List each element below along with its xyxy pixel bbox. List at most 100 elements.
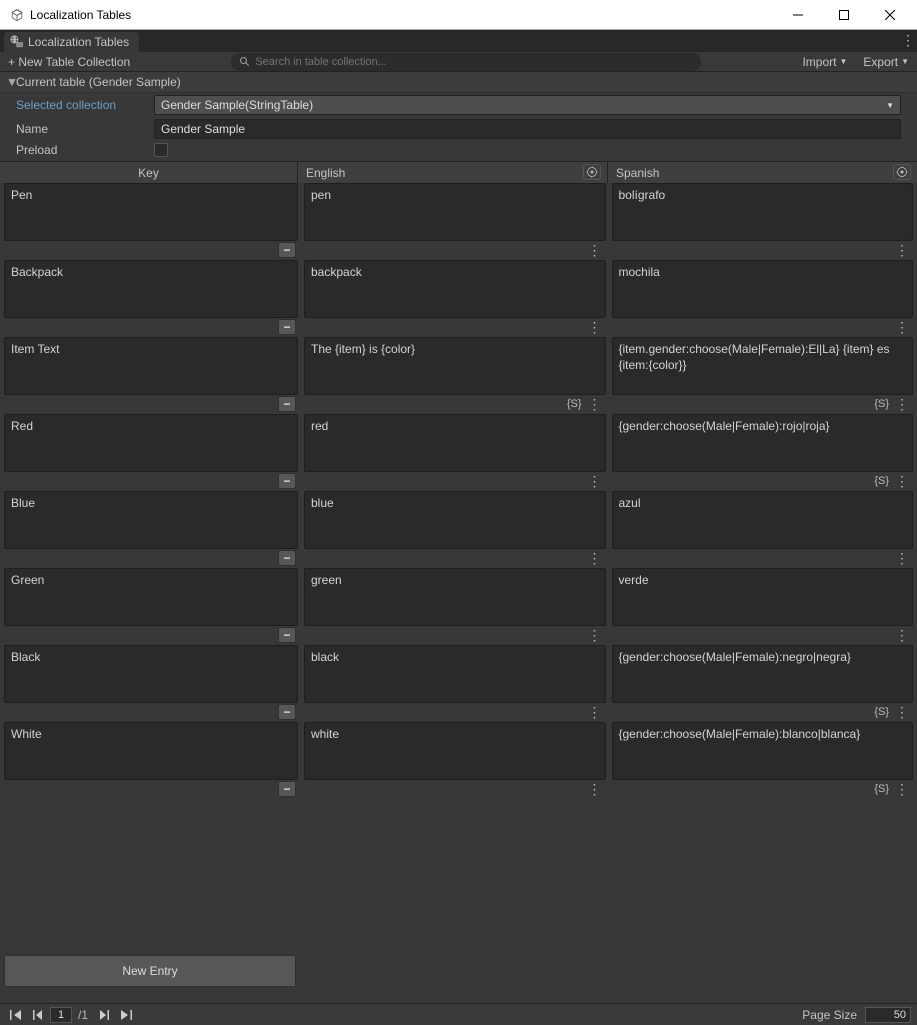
pager: /1 Page Size	[0, 1003, 917, 1025]
entry-menu-button[interactable]: ⋮	[586, 551, 604, 565]
entry-menu-button[interactable]: ⋮	[893, 628, 911, 642]
remove-entry-button[interactable]: −	[278, 242, 296, 258]
new-entry-button[interactable]: New Entry	[4, 955, 296, 987]
key-field[interactable]: Black	[4, 645, 298, 703]
pager-first-button[interactable]	[6, 1007, 26, 1023]
column-headers: Key English Spanish	[0, 161, 917, 183]
entry-menu-button[interactable]: ⋮	[586, 243, 604, 257]
remove-entry-button[interactable]: −	[278, 550, 296, 566]
pager-next-button[interactable]	[94, 1007, 114, 1023]
globe-icon	[10, 35, 24, 49]
window-maximize-button[interactable]	[821, 0, 867, 30]
spanish-field[interactable]: verde	[612, 568, 914, 626]
new-table-collection-button[interactable]: + New Table Collection	[0, 55, 138, 69]
current-table-header[interactable]: ▼ Current table (Gender Sample)	[0, 72, 917, 93]
english-field[interactable]: black	[304, 645, 606, 703]
name-field[interactable]: Gender Sample	[154, 119, 901, 139]
entry-menu-button[interactable]: ⋮	[893, 243, 911, 257]
import-button[interactable]: Import▼	[794, 55, 855, 69]
english-field[interactable]: red	[304, 414, 606, 472]
column-header-spanish: Spanish	[608, 162, 917, 183]
table-row: Blue−blue ⋮ azul ⋮	[4, 491, 913, 567]
tab-bar-more-icon[interactable]: ⋮	[901, 32, 915, 49]
search-icon	[239, 56, 251, 68]
entry-menu-button[interactable]: ⋮	[893, 705, 911, 719]
key-field[interactable]: Item Text	[4, 337, 298, 395]
entry-menu-button[interactable]: ⋮	[893, 474, 911, 488]
selected-collection-label: Selected collection	[16, 98, 154, 112]
locale-settings-icon[interactable]	[893, 164, 911, 180]
selected-collection-dropdown[interactable]: Gender Sample(StringTable) ▼	[154, 95, 901, 115]
page-size-input[interactable]	[865, 1007, 911, 1023]
preload-label: Preload	[16, 143, 154, 157]
table-row: Black−black ⋮ {gender:choose(Male|Female):…	[4, 645, 913, 721]
smart-format-badge: {S}	[874, 706, 889, 718]
english-field[interactable]: green	[304, 568, 606, 626]
current-table-label: Current table (Gender Sample)	[16, 75, 181, 89]
entry-menu-button[interactable]: ⋮	[893, 551, 911, 565]
spanish-field[interactable]: {item.gender:choose(Male|Female):El|La} …	[612, 337, 914, 395]
remove-entry-button[interactable]: −	[278, 396, 296, 412]
entry-menu-button[interactable]: ⋮	[586, 474, 604, 488]
remove-entry-button[interactable]: −	[278, 704, 296, 720]
english-field[interactable]: The {item} is {color}	[304, 337, 606, 395]
english-field[interactable]: white	[304, 722, 606, 780]
spanish-field[interactable]: mochila	[612, 260, 914, 318]
remove-entry-button[interactable]: −	[278, 627, 296, 643]
smart-format-badge: {S}	[874, 475, 889, 487]
entry-menu-button[interactable]: ⋮	[893, 397, 911, 411]
pager-page-input[interactable]	[50, 1007, 72, 1023]
remove-entry-button[interactable]: −	[278, 781, 296, 797]
remove-entry-button[interactable]: −	[278, 473, 296, 489]
table-row: Red−red ⋮ {gender:choose(Male|Female):rojo…	[4, 414, 913, 490]
smart-format-badge: {S}	[874, 783, 889, 795]
entry-menu-button[interactable]: ⋮	[586, 782, 604, 796]
preload-checkbox[interactable]	[154, 143, 168, 157]
column-header-key: Key	[0, 162, 298, 183]
spanish-field[interactable]: bolígrafo	[612, 183, 914, 241]
key-field[interactable]: Red	[4, 414, 298, 472]
spanish-field[interactable]: {gender:choose(Male|Female):rojo|roja}	[612, 414, 914, 472]
spanish-field[interactable]: {gender:choose(Male|Female):blanco|blanc…	[612, 722, 914, 780]
window-titlebar: Localization Tables	[0, 0, 917, 30]
export-button[interactable]: Export▼	[855, 55, 917, 69]
tab-label: Localization Tables	[28, 35, 129, 49]
table-row: Green−green ⋮ verde ⋮	[4, 568, 913, 644]
english-field[interactable]: backpack	[304, 260, 606, 318]
english-field[interactable]: blue	[304, 491, 606, 549]
spanish-field[interactable]: {gender:choose(Male|Female):negro|negra}	[612, 645, 914, 703]
app-icon	[10, 8, 24, 22]
key-field[interactable]: White	[4, 722, 298, 780]
spanish-field[interactable]: azul	[612, 491, 914, 549]
table-row: Pen−pen ⋮ bolígrafo ⋮	[4, 183, 913, 259]
entry-menu-button[interactable]: ⋮	[586, 705, 604, 719]
key-field[interactable]: Green	[4, 568, 298, 626]
entry-menu-button[interactable]: ⋮	[893, 320, 911, 334]
name-label: Name	[16, 122, 154, 136]
locale-settings-icon[interactable]	[583, 164, 601, 180]
english-field[interactable]: pen	[304, 183, 606, 241]
column-header-english: English	[298, 162, 608, 183]
window-minimize-button[interactable]	[775, 0, 821, 30]
key-field[interactable]: Pen	[4, 183, 298, 241]
pager-last-button[interactable]	[116, 1007, 136, 1023]
tab-localization-tables[interactable]: Localization Tables	[4, 32, 139, 52]
foldout-icon: ▼	[6, 75, 16, 89]
toolbar: + New Table Collection Import▼ Export▼	[0, 52, 917, 72]
key-field[interactable]: Blue	[4, 491, 298, 549]
entry-menu-button[interactable]: ⋮	[893, 782, 911, 796]
pager-prev-button[interactable]	[28, 1007, 48, 1023]
search-input[interactable]	[255, 56, 693, 68]
table-row: Item Text−The {item} is {color} {S} ⋮ {item…	[4, 337, 913, 413]
entry-menu-button[interactable]: ⋮	[586, 397, 604, 411]
search-field[interactable]	[231, 53, 701, 71]
smart-format-badge: {S}	[874, 398, 889, 410]
key-field[interactable]: Backpack	[4, 260, 298, 318]
caret-down-icon: ▼	[839, 57, 847, 66]
window-close-button[interactable]	[867, 0, 913, 30]
entry-menu-button[interactable]: ⋮	[586, 628, 604, 642]
entry-menu-button[interactable]: ⋮	[586, 320, 604, 334]
smart-format-badge: {S}	[567, 398, 582, 410]
table-row: Backpack−backpack ⋮ mochila ⋮	[4, 260, 913, 336]
remove-entry-button[interactable]: −	[278, 319, 296, 335]
